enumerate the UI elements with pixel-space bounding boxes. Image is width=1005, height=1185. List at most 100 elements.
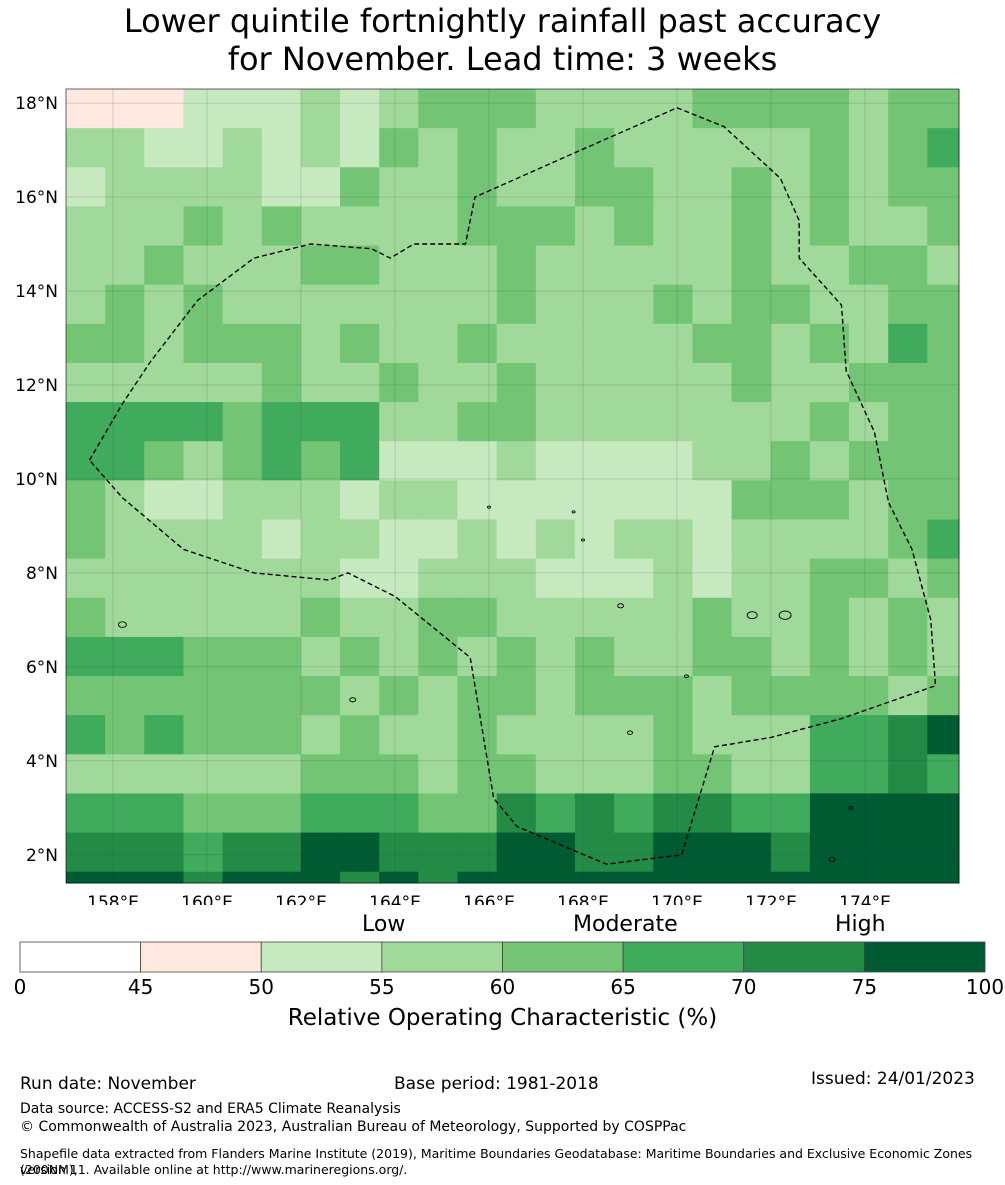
longitude-tick-label: 174°E	[839, 893, 891, 905]
grid-cell	[457, 676, 498, 716]
grid-cell	[457, 636, 498, 677]
grid-cell	[379, 89, 419, 129]
grid-cell	[300, 89, 341, 129]
grid-cell	[574, 284, 615, 325]
grid-cell	[535, 206, 576, 247]
title-line-2: for November. Lead time: 3 weeks	[227, 40, 778, 78]
grid-cell	[457, 167, 498, 207]
grid-cell	[496, 128, 537, 168]
grid-cell	[379, 441, 419, 481]
grid-cell	[379, 245, 419, 286]
grid-cell	[770, 167, 811, 207]
grid-cell	[535, 793, 576, 834]
island-outline	[627, 730, 633, 735]
grid-cell	[888, 167, 928, 207]
grid-cell	[222, 89, 263, 129]
grid-cell	[222, 871, 263, 884]
grid-cell	[457, 402, 498, 442]
grid-cell	[379, 206, 419, 247]
island-outline	[487, 505, 491, 509]
grid-cell	[692, 362, 733, 403]
grid-cell	[770, 245, 811, 286]
grid-cell	[653, 754, 693, 794]
grid-cell	[770, 715, 811, 755]
grid-cell	[731, 832, 772, 873]
grid-cell	[418, 480, 459, 520]
colorbar-segment	[140, 941, 262, 973]
grid-cell	[927, 245, 960, 286]
grid-cell	[888, 402, 928, 442]
grid-cell	[418, 89, 459, 129]
grid-cell	[66, 167, 106, 207]
grid-cell	[692, 245, 733, 286]
grid-cell	[105, 832, 145, 873]
grid-cell	[496, 362, 537, 403]
grid-cell	[66, 871, 106, 884]
grid-cell	[300, 128, 341, 168]
grid-cell	[731, 754, 772, 794]
grid-cell	[927, 715, 960, 755]
grid-cell	[849, 89, 889, 129]
grid-cell	[105, 128, 145, 168]
grid-cell	[222, 754, 263, 794]
grid-cell	[731, 715, 772, 755]
grid-cell	[927, 832, 960, 873]
grid-cell	[379, 402, 419, 442]
grid-cell	[300, 519, 341, 560]
grid-cell	[340, 441, 380, 481]
grid-cell	[379, 754, 419, 794]
grid-cell	[692, 519, 733, 560]
grid-cell	[340, 128, 380, 168]
grid-cell	[183, 558, 224, 599]
grid-cell	[144, 128, 184, 168]
grid-cell	[888, 206, 928, 247]
grid-cell	[261, 754, 302, 794]
grid-cell	[183, 284, 224, 325]
grid-cell	[653, 323, 693, 364]
grid-cell	[770, 128, 811, 168]
grid-cell	[340, 832, 380, 873]
grid-cell	[379, 128, 419, 168]
grid-cell	[340, 715, 380, 755]
colorbar-title: Relative Operating Characteristic (%)	[287, 1005, 718, 1031]
grid-cell	[183, 402, 224, 442]
grid-cell	[300, 284, 341, 325]
grid-cell	[496, 519, 537, 560]
data-source: Data source: ACCESS-S2 and ERA5 Climate …	[20, 1101, 401, 1117]
grid-cell	[300, 871, 341, 884]
grid-cell	[849, 128, 889, 168]
grid-cell	[261, 558, 302, 599]
grid-cell	[379, 558, 419, 599]
longitude-tick-labels: 158°E 160°E 162°E 164°E 166°E 168°E 170°E 172°E…	[87, 893, 891, 905]
grid-cell	[261, 362, 302, 403]
grid-cell	[888, 480, 928, 520]
grid-cell	[183, 832, 224, 873]
grid-cell	[183, 89, 224, 129]
grid-cell	[692, 597, 733, 638]
grid-cell	[888, 754, 928, 794]
grid-cell	[418, 754, 459, 794]
grid-cell	[300, 597, 341, 638]
grid-cell	[496, 480, 537, 520]
colorbar: 0 45 50 55 60 65 70 75 100	[14, 941, 1004, 999]
grid-cell	[574, 754, 615, 794]
issued-date: Issued: 24/01/2023	[811, 1069, 975, 1089]
grid-cell	[888, 89, 928, 129]
grid-cell	[496, 323, 537, 364]
grid-cell	[418, 323, 459, 364]
grid-cell	[340, 519, 380, 560]
grid-cell	[653, 558, 693, 599]
grid-cell	[340, 871, 380, 884]
grid-cell	[340, 89, 380, 129]
grid-cell	[927, 362, 960, 403]
grid-cell	[653, 245, 693, 286]
grid-cell	[809, 206, 850, 247]
grid-cell	[66, 441, 106, 481]
grid-cell	[731, 676, 772, 716]
grid-cell	[809, 832, 850, 873]
grid-cell	[927, 597, 960, 638]
grid-cell	[535, 362, 576, 403]
grid-cell	[457, 832, 498, 873]
grid-cell	[105, 245, 145, 286]
grid-cell	[496, 676, 537, 716]
